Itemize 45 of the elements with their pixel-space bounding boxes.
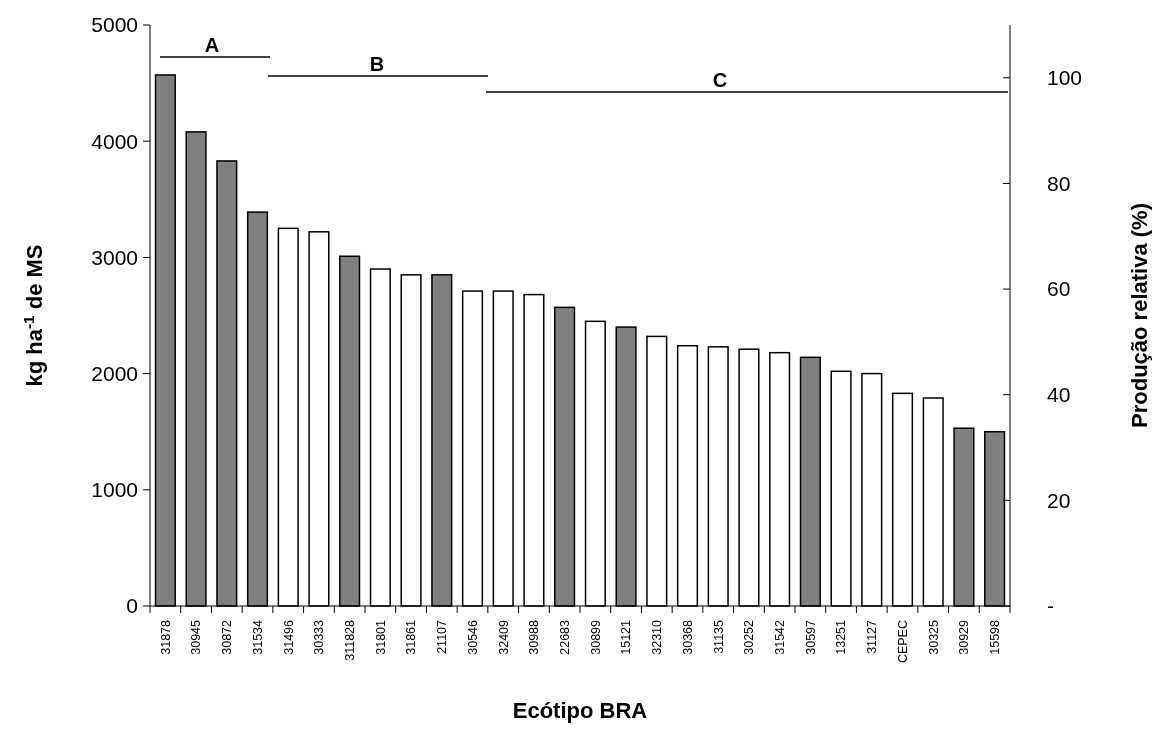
y-tick-label: 5000 (91, 13, 138, 37)
x-tick-label: 15598 (988, 619, 1003, 655)
x-tick-label: 30597 (803, 619, 818, 655)
y2-axis-title: Produção relativa (%) (1127, 203, 1152, 428)
y2-tick-label: 40 (1047, 383, 1071, 407)
x-tick-label: 22683 (558, 619, 573, 655)
x-tick-label: 30546 (465, 619, 480, 655)
x-tick-label: 32310 (650, 619, 665, 655)
x-tick-label: 30325 (926, 619, 941, 655)
annotation: C (712, 69, 728, 91)
y2-tick-label: 60 (1047, 277, 1071, 301)
x-tick-label: 31127 (865, 619, 880, 654)
x-tick-label: 311828 (343, 619, 358, 661)
y-tick-label: 3000 (91, 245, 138, 269)
x-tick-label: 32409 (496, 619, 511, 655)
y2-tick-label: 80 (1047, 171, 1071, 195)
y-tick-label: 2000 (91, 361, 138, 385)
x-tick-label: 13251 (834, 619, 849, 655)
x-tick-label: 31861 (404, 619, 419, 655)
x-tick-label: 30945 (189, 619, 204, 655)
x-tick-label: 30929 (957, 619, 972, 655)
y2-tick-label: 20 (1047, 488, 1071, 512)
x-tick-label: 30252 (742, 619, 757, 655)
x-tick-label: 30333 (312, 619, 327, 655)
annotation: B (369, 53, 385, 75)
x-axis-title: Ecótipo BRA (512, 698, 648, 723)
y-tick-label: 4000 (91, 129, 138, 153)
x-tick-label: 31542 (773, 619, 788, 655)
x-tick-label: 30872 (220, 619, 235, 655)
x-tick-label: 31534 (250, 619, 265, 655)
y-tick-label: 1000 (91, 478, 138, 502)
y2-tick-label: - (1047, 594, 1054, 618)
x-tick-label: 21107 (435, 619, 450, 654)
y2-tick-label: 100 (1047, 66, 1083, 90)
annotation: A (204, 34, 220, 56)
x-tick-label: 31801 (373, 619, 388, 655)
x-tick-label: CEPEC (895, 620, 910, 664)
x-tick-label: 15121 (619, 619, 634, 655)
x-tick-label: 30368 (680, 619, 695, 655)
x-tick-label: 31496 (281, 619, 296, 655)
x-tick-label: 30899 (588, 619, 603, 655)
x-tick-label: 31135 (711, 619, 726, 654)
y-tick-label: 0 (126, 594, 138, 618)
x-tick-label: 31878 (158, 619, 173, 655)
x-tick-label: 30988 (527, 619, 542, 655)
